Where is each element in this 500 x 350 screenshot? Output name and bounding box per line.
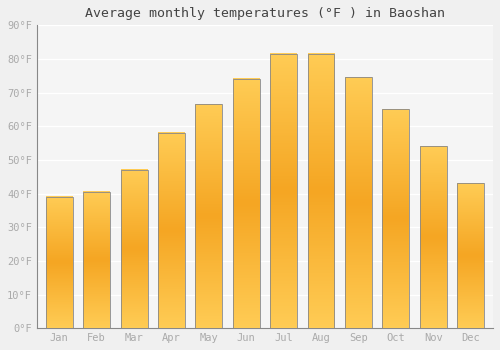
Title: Average monthly temperatures (°F ) in Baoshan: Average monthly temperatures (°F ) in Ba…	[85, 7, 445, 20]
